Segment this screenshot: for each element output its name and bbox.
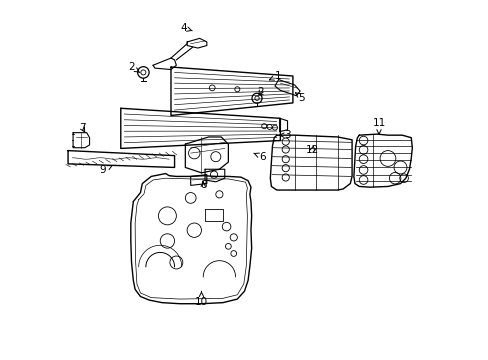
Text: 11: 11 — [371, 118, 385, 134]
Text: 1: 1 — [269, 71, 281, 81]
Text: 9: 9 — [100, 165, 112, 175]
Text: 8: 8 — [200, 180, 206, 190]
Text: 7: 7 — [79, 123, 85, 133]
Text: 3: 3 — [278, 130, 290, 140]
Text: 5: 5 — [295, 93, 305, 103]
Text: 10: 10 — [195, 291, 207, 307]
Text: 6: 6 — [253, 152, 265, 162]
Text: 12: 12 — [305, 144, 319, 154]
Text: 2: 2 — [257, 87, 264, 97]
Text: 4: 4 — [180, 23, 192, 33]
Text: 2: 2 — [128, 62, 140, 73]
